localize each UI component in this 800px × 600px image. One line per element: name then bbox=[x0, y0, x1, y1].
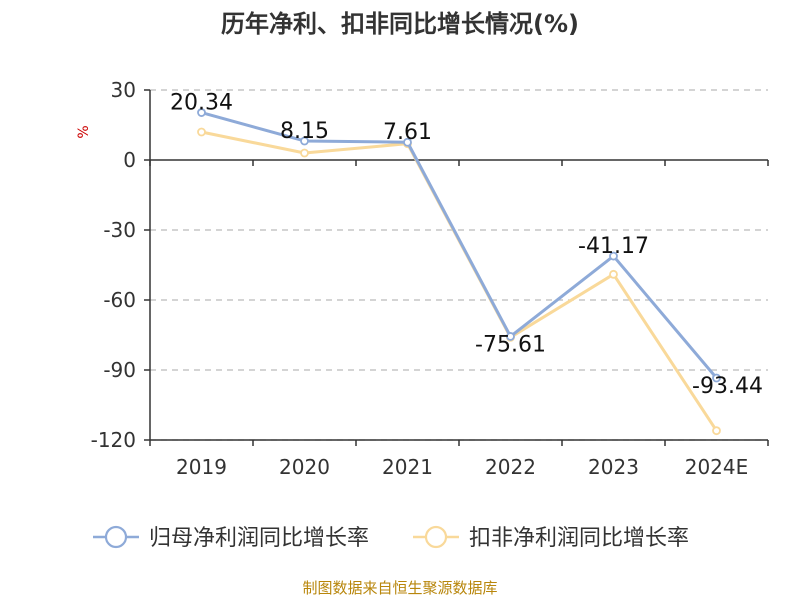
series-1-point-0 bbox=[197, 127, 206, 137]
legend-label-1: 扣非净利润同比增长率 bbox=[469, 526, 689, 551]
x-tick-label-0: 2019 bbox=[176, 455, 227, 479]
series-1-point-1 bbox=[300, 148, 309, 158]
series-0-point-0 bbox=[197, 108, 206, 117]
series-line-0 bbox=[200, 111, 718, 380]
series-1-point-4 bbox=[609, 269, 618, 279]
series-line-1 bbox=[200, 130, 718, 433]
source-note: 制图数据来自恒生聚源数据库 bbox=[302, 579, 497, 597]
series-0-point-5 bbox=[712, 373, 721, 383]
data-label-1: 8.15 bbox=[280, 119, 329, 144]
grid-layer bbox=[150, 89, 768, 441]
y-tick-label-3: -60 bbox=[103, 288, 136, 312]
series-1-point-5 bbox=[712, 426, 721, 436]
data-label-5: -93.44 bbox=[692, 374, 763, 399]
data-label-4: -41.17 bbox=[578, 234, 649, 259]
series-0-point-1 bbox=[300, 136, 309, 146]
series-layer bbox=[197, 108, 721, 436]
legend: 归母净利润同比增长率 扣非净利润同比增长率 bbox=[93, 525, 689, 551]
x-tick-label-2: 2021 bbox=[382, 455, 433, 479]
y-tick-label-2: -30 bbox=[103, 218, 136, 242]
data-label-0: 20.34 bbox=[170, 91, 233, 116]
y-axis-unit: % bbox=[76, 125, 92, 138]
x-tick-label-1: 2020 bbox=[279, 455, 330, 479]
y-tick-label-1: 0 bbox=[123, 148, 136, 172]
chart-title: 历年净利、扣非同比增长情况(%) bbox=[221, 10, 579, 38]
y-tick-label-0: 30 bbox=[111, 78, 136, 102]
y-tick-label-5: -120 bbox=[91, 428, 136, 452]
x-tick-label-4: 2023 bbox=[588, 455, 639, 479]
axis-layer: 30 0 -30 -60 -90 -120 2019 2020 2021 2022 2023 2024… bbox=[91, 78, 769, 479]
legend-marker-0 bbox=[104, 525, 128, 549]
legend-label-0: 归母净利润同比增长率 bbox=[149, 526, 369, 551]
series-0-point-4 bbox=[609, 251, 618, 261]
data-label-layer: 20.34 8.15 7.61 -75.61 -41.17 -93.44 bbox=[170, 91, 763, 399]
legend-marker-1 bbox=[424, 525, 448, 549]
data-label-2: 7.61 bbox=[383, 120, 432, 145]
y-tick-label-4: -90 bbox=[103, 358, 136, 382]
series-0-point-3 bbox=[506, 332, 515, 341]
data-label-3: -75.61 bbox=[475, 332, 546, 357]
series-0-point-2 bbox=[403, 137, 412, 147]
x-tick-label-3: 2022 bbox=[485, 455, 536, 479]
x-tick-label-5: 2024E bbox=[685, 455, 749, 479]
